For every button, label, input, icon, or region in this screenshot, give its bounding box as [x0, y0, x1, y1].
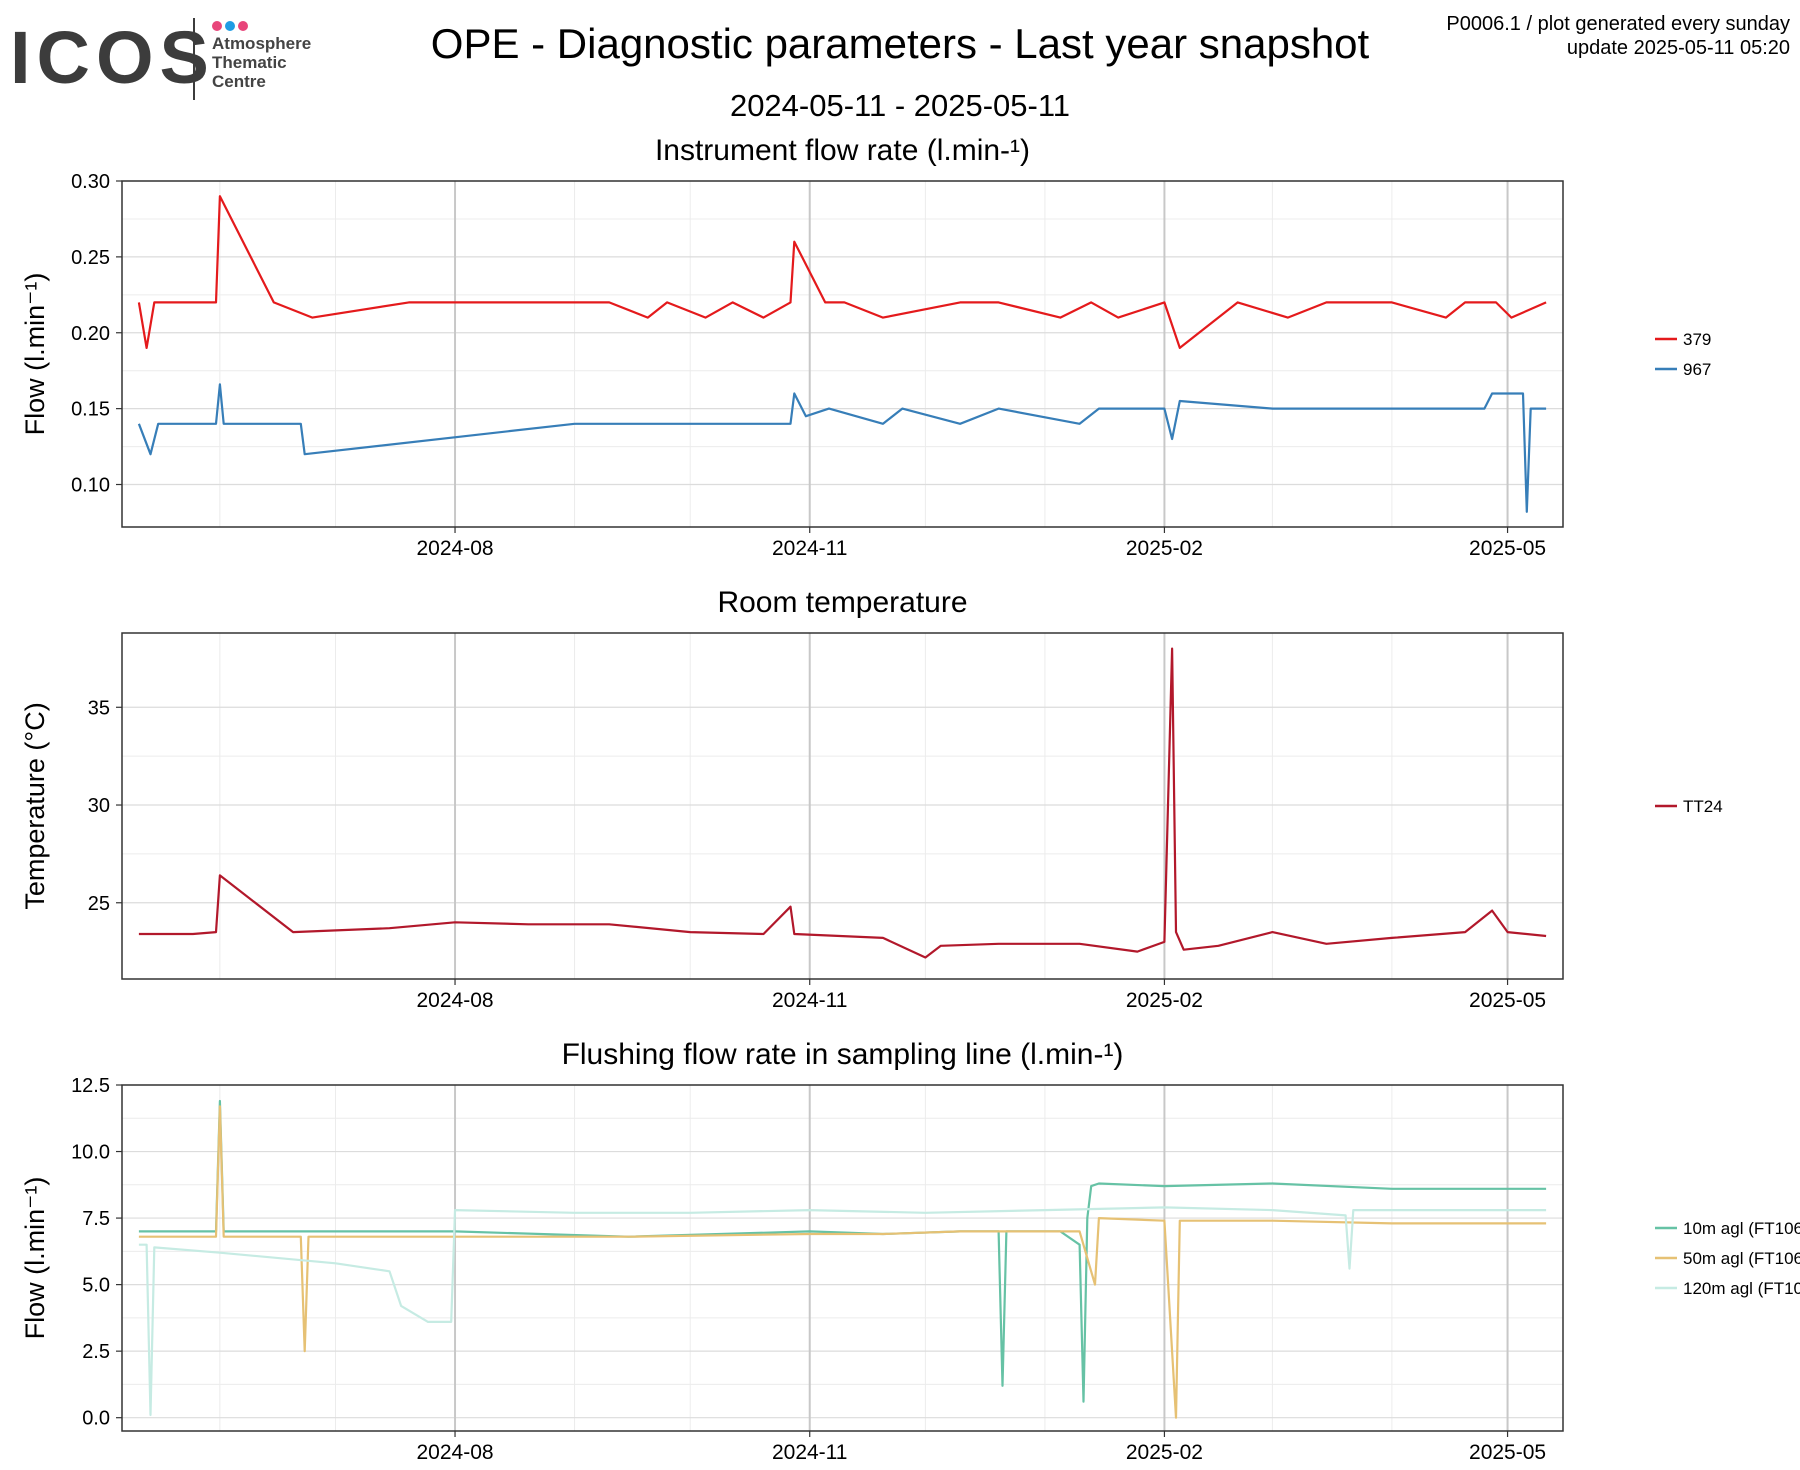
x-tick-label: 2024-08 [416, 1441, 493, 1464]
x-tick-label: 2025-05 [1469, 537, 1546, 560]
chart-title: Instrument flow rate (l.min-¹) [655, 134, 1030, 167]
logo-dot-3 [238, 21, 248, 31]
logo-tagline: Atmosphere Thematic Centre [212, 34, 311, 91]
y-tick-label: 0.30 [71, 171, 110, 193]
date-range-subtitle: 2024-05-11 - 2025-05-11 [729, 88, 1071, 123]
legend-label: 120m agl (FT106C) [1683, 1279, 1800, 1298]
y-tick-label: 0.10 [71, 475, 110, 497]
x-tick-label: 2024-08 [416, 989, 493, 1012]
plot-border [121, 632, 1564, 980]
series-line-120m-agl-ft106c- [138, 1206, 1547, 1417]
x-tick-label: 2025-05 [1469, 1441, 1546, 1464]
logo-dots [212, 18, 251, 31]
logo-dot-1 [212, 21, 222, 31]
x-tick-label: 2025-02 [1126, 1441, 1203, 1464]
y-tick-label: 35 [88, 697, 110, 719]
x-tick-label: 2024-11 [772, 1441, 848, 1464]
y-tick-label: 7.5 [82, 1208, 110, 1230]
y-axis-label: Flow (l.min⁻¹) [20, 273, 50, 436]
y-tick-label: 0.15 [71, 399, 110, 421]
page-title: OPE - Diagnostic parameters - Last year … [430, 20, 1370, 67]
legend-label: 10m agl (FT106A) [1683, 1219, 1800, 1238]
chart-panel-3: 0.0 2.5 5.0 7.5 10.0 12.5 2024-08 2024-11 2025-0… [20, 1038, 1800, 1464]
x-tick-label: 2024-11 [772, 537, 848, 560]
series-line-50m-agl-ft106b- [138, 1105, 1547, 1419]
y-tick-label: 2.5 [82, 1341, 110, 1363]
x-tick-label: 2024-11 [772, 989, 848, 1012]
logo-wordmark: ICOS [10, 16, 215, 99]
logo-line-1: Atmosphere [212, 34, 312, 53]
chart-panel-1: 0.10 0.15 0.20 0.25 0.30 2024-08 2024-11 2025-0… [20, 134, 1711, 560]
y-axis-label: Temperature (°C) [20, 702, 50, 909]
logo-line-3: Centre [212, 72, 266, 91]
legend-label: 50m agl (FT106B) [1683, 1249, 1800, 1268]
legend-label: 967 [1683, 360, 1711, 379]
chart-title: Flushing flow rate in sampling line (l.m… [562, 1038, 1124, 1071]
y-tick-label: 10.0 [71, 1142, 110, 1164]
series-line-967 [137, 383, 1547, 513]
chart-panel-2: 25 30 35 2024-08 2024-11 2025-02 2025-05 Room t… [20, 586, 1723, 1012]
y-tick-label: 12.5 [71, 1075, 110, 1097]
legend-label: TT24 [1683, 797, 1723, 816]
plot-border [121, 1084, 1564, 1432]
y-tick-label: 25 [88, 893, 110, 915]
legend-label: 379 [1683, 330, 1711, 349]
logo-line-2: Thematic [212, 53, 287, 72]
y-tick-label: 30 [88, 795, 110, 817]
y-tick-label: 0.0 [82, 1408, 110, 1430]
logo-divider [193, 18, 195, 100]
series-line-tt24 [138, 647, 1547, 959]
y-tick-label: 5.0 [82, 1275, 110, 1297]
logo-dot-2 [225, 21, 235, 31]
meta-generated: P0006.1 / plot generated every sunday [1446, 13, 1790, 35]
icos-logo: ICOS Atmosphere Thematic Centre [10, 12, 340, 104]
x-tick-label: 2025-05 [1469, 989, 1546, 1012]
plot-border [121, 180, 1564, 528]
chart-title: Room temperature [717, 586, 967, 619]
meta-update: update 2025-05-11 05:20 [1566, 37, 1790, 59]
y-axis-label: Flow (l.min⁻¹) [20, 1177, 50, 1340]
x-tick-label: 2025-02 [1126, 989, 1203, 1012]
series-line-10m-agl-ft106a- [138, 1099, 1547, 1403]
y-tick-label: 0.25 [71, 247, 110, 269]
x-tick-label: 2025-02 [1126, 537, 1203, 560]
series-line-379 [137, 195, 1547, 349]
y-tick-label: 0.20 [71, 323, 110, 345]
generation-info: P0006.1 / plot generated every sunday up… [1446, 12, 1790, 60]
x-tick-label: 2024-08 [416, 537, 493, 560]
